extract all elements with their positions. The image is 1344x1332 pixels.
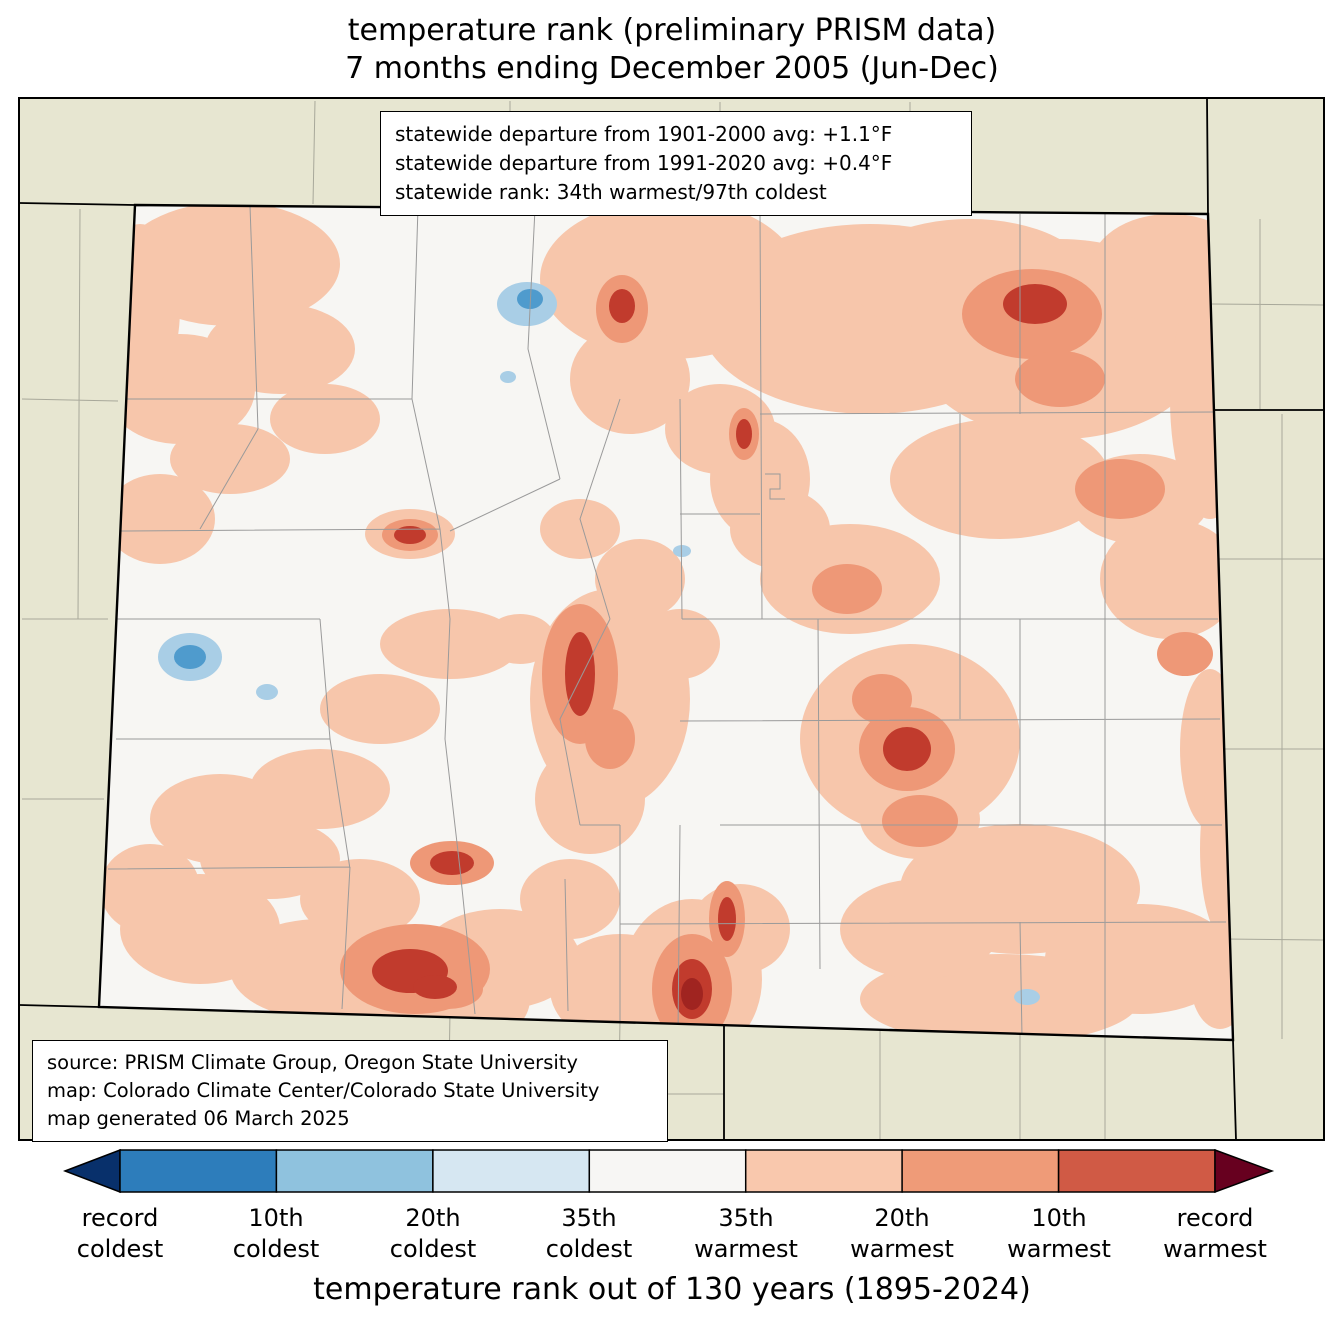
source-attribution-box: source: PRISM Climate Group, Oregon Stat… — [32, 1040, 668, 1142]
colorbar-segment-3 — [432, 1149, 591, 1193]
source-line-1: source: PRISM Climate Group, Oregon Stat… — [47, 1051, 578, 1074]
legend-label-20th-coldest: 20th coldest — [389, 1204, 477, 1263]
title-line-1: temperature rank (preliminary PRISM data… — [347, 13, 997, 48]
legend-label-10th-coldest: 10th coldest — [232, 1204, 320, 1263]
map-panel: statewide departure from 1901-2000 avg: … — [18, 97, 1325, 1142]
colorbar-caption: temperature rank out of 130 years (1895-… — [313, 1272, 1031, 1307]
colorbar-segment-1 — [119, 1149, 278, 1193]
stats-line-3: statewide rank: 34th warmest/97th coldes… — [395, 180, 827, 204]
legend-label-record-coldest: record coldest — [76, 1204, 164, 1263]
statewide-stats-box: statewide departure from 1901-2000 avg: … — [380, 111, 972, 216]
legend-label-35th-coldest: 35th coldest — [545, 1204, 633, 1263]
source-line-3: map generated 06 March 2025 — [47, 1107, 350, 1130]
colorbar-left-arrow — [62, 1148, 121, 1194]
colorbar-segment-4 — [588, 1149, 747, 1193]
colorbar-svg — [62, 1148, 1275, 1194]
colorado-map — [20, 99, 1323, 1139]
county-lines — [107, 205, 1227, 1038]
warm-darkest-core — [681, 978, 703, 1010]
legend-label-20th-warmest: 20th warmest — [850, 1204, 954, 1263]
neighbor-state-borders — [20, 99, 1323, 1139]
page-title: temperature rank (preliminary PRISM data… — [0, 12, 1344, 88]
colorbar-segment-7 — [1057, 1149, 1216, 1193]
title-line-2: 7 months ending December 2005 (Jun-Dec) — [345, 51, 999, 86]
source-line-2: map: Colorado Climate Center/Colorado St… — [47, 1079, 600, 1102]
warm-dark-blobs — [372, 284, 1067, 1019]
colorbar-right-arrow — [1214, 1148, 1275, 1194]
colorbar-segment-5 — [744, 1149, 903, 1193]
colorbar-segment-2 — [275, 1149, 434, 1193]
stats-line-1: statewide departure from 1901-2000 avg: … — [395, 122, 893, 146]
stats-line-2: statewide departure from 1991-2020 avg: … — [395, 151, 893, 175]
colorbar-segment-6 — [901, 1149, 1060, 1193]
legend-label-record-warmest: record warmest — [1163, 1204, 1267, 1263]
colorbar — [62, 1148, 1275, 1194]
legend-label-35th-warmest: 35th warmest — [694, 1204, 798, 1263]
legend-label-10th-warmest: 10th warmest — [1007, 1204, 1111, 1263]
